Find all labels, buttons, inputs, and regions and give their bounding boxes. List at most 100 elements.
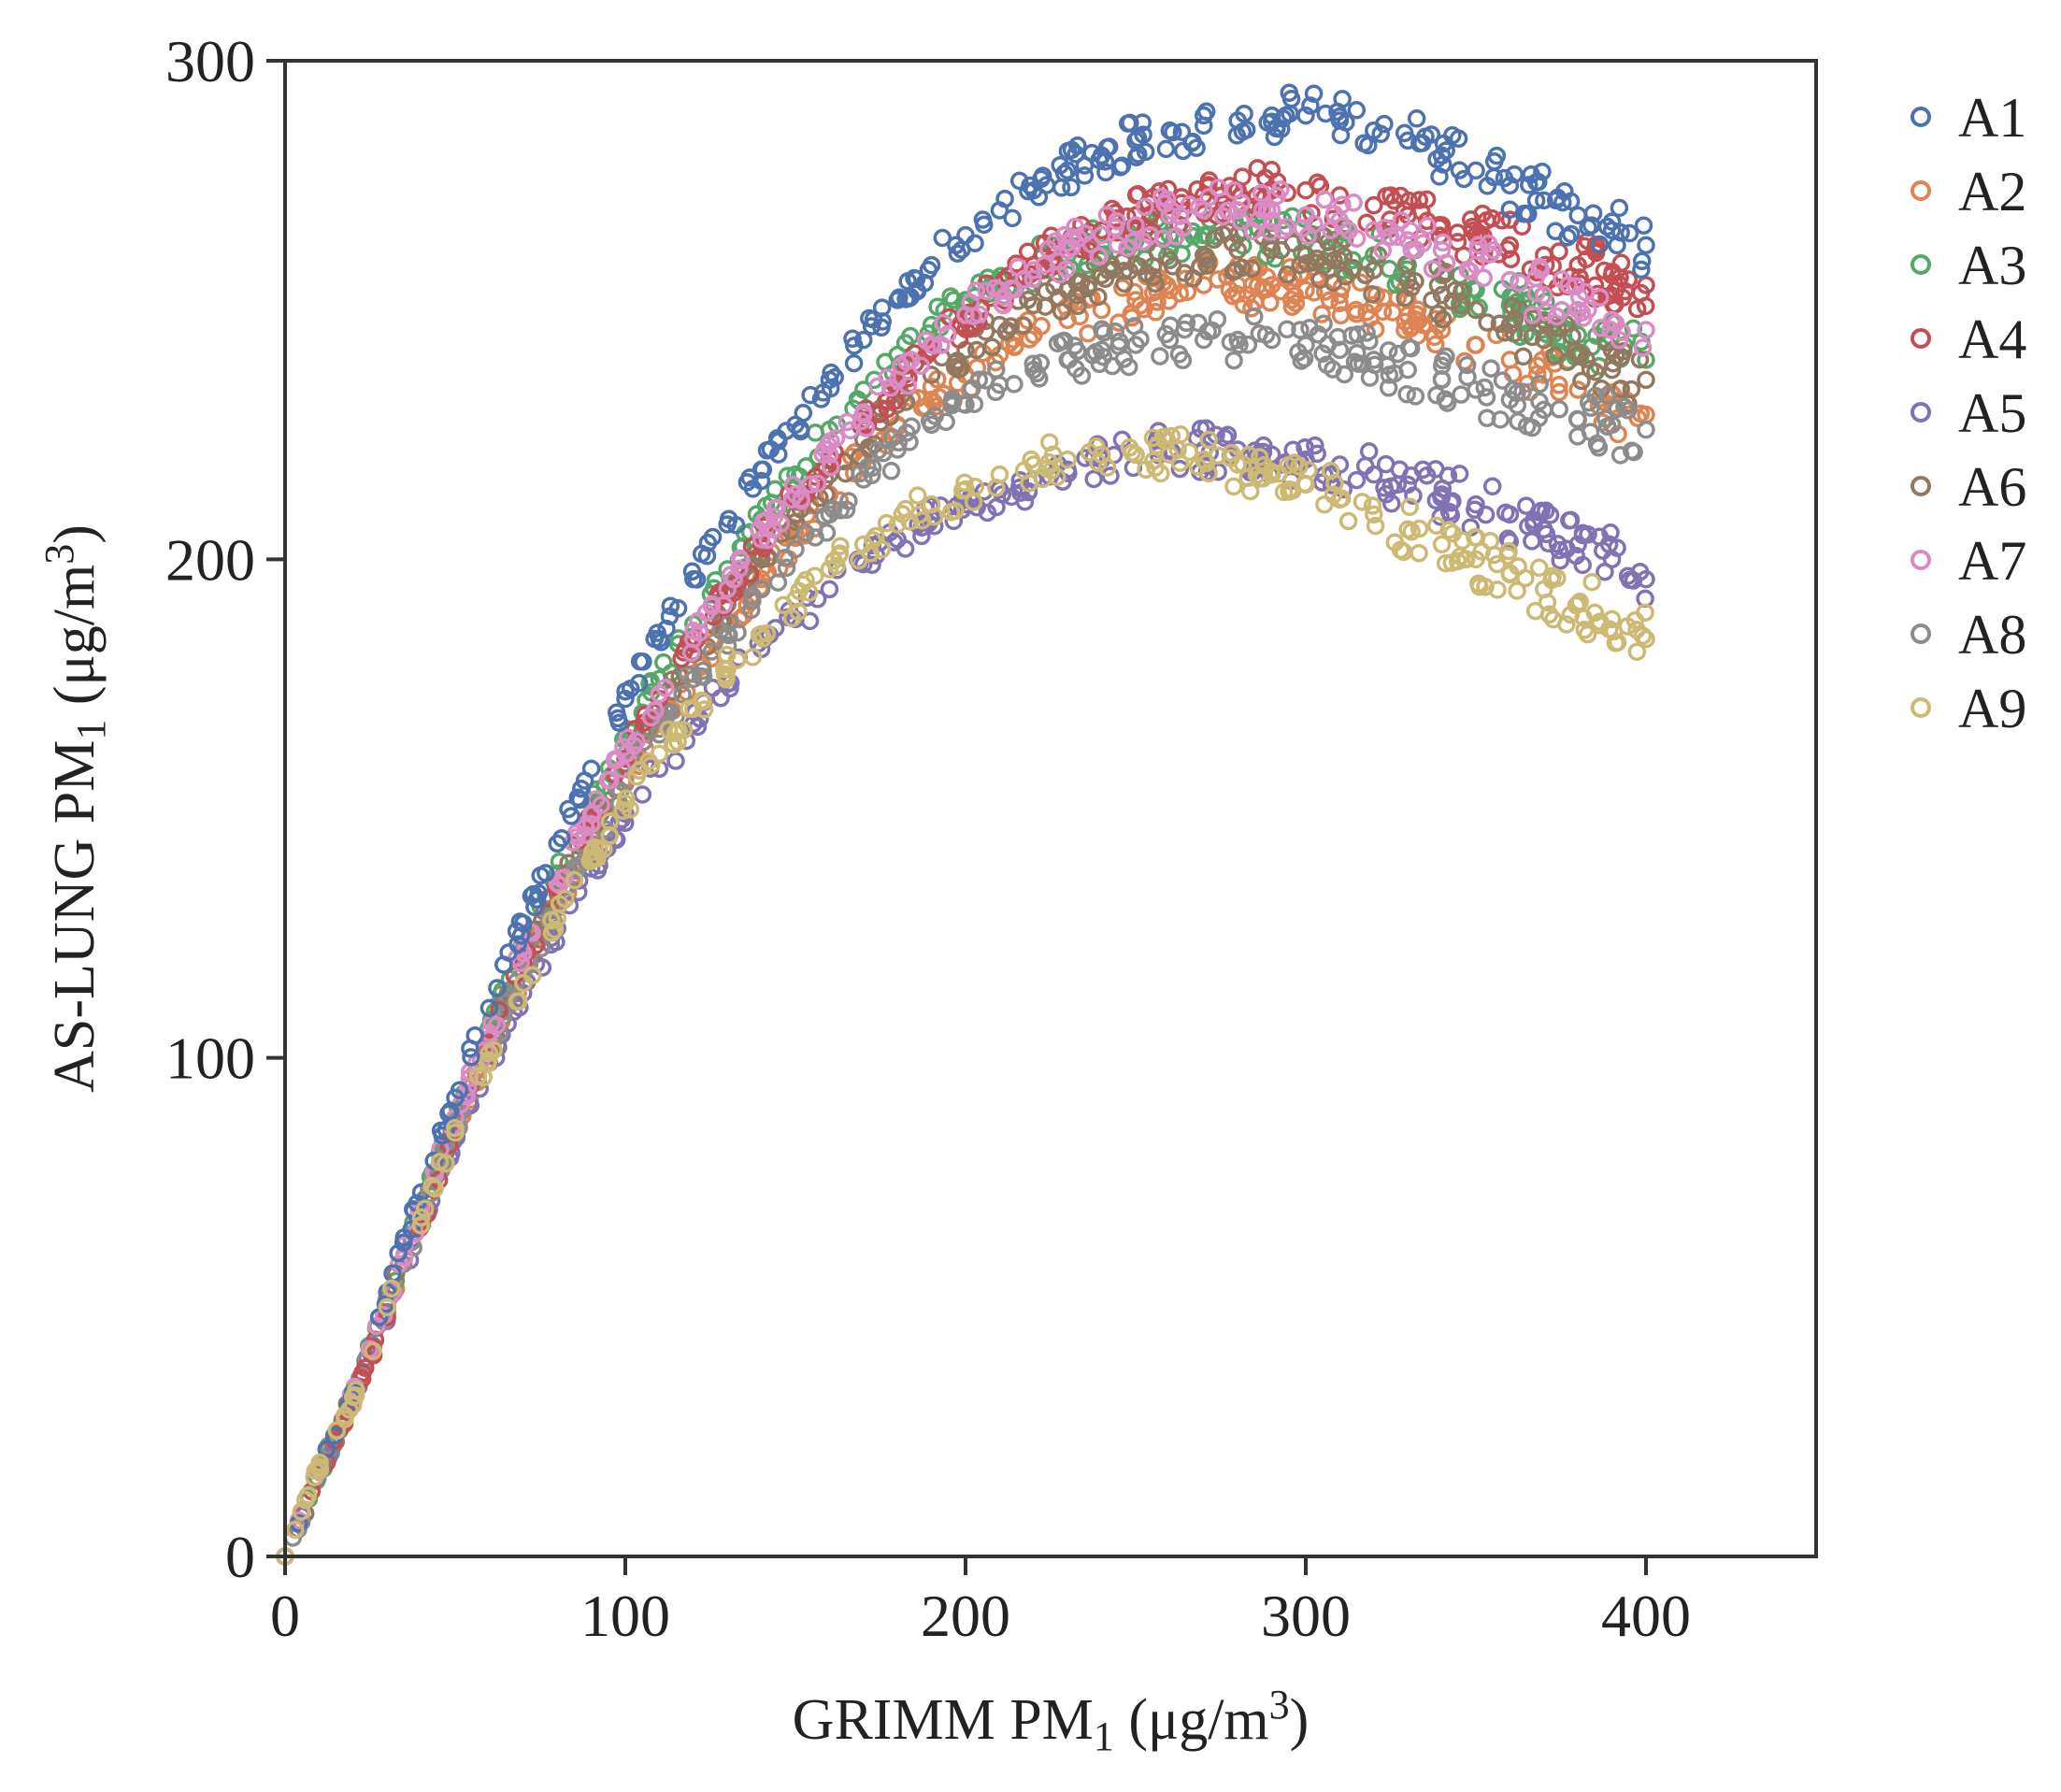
data-point [1595,261,1614,280]
data-point [1537,524,1556,544]
data-point [1458,367,1477,387]
data-point [751,471,771,491]
data-point [1610,446,1630,465]
data-point [1488,581,1507,599]
data-point [1469,298,1488,317]
data-point [1009,258,1027,277]
data-point [565,870,584,890]
data-point [1306,253,1325,272]
data-point [730,549,750,568]
data-point [1019,482,1038,502]
data-point [1156,139,1176,159]
data-point [437,1154,455,1173]
data-point [1477,388,1496,407]
data-point [1292,351,1310,370]
data-point [1630,350,1650,369]
data-point [666,752,685,770]
data-point [1479,234,1498,253]
data-point [1454,169,1473,189]
data-point [1400,221,1420,240]
data-point [1525,601,1545,621]
data-point [327,1421,346,1441]
data-point [607,703,626,723]
data-point [878,399,897,419]
data-point [1123,443,1141,462]
data-point [1572,371,1591,391]
data-point [1542,570,1561,590]
data-point [837,412,857,432]
data-point [1261,222,1280,241]
data-point [902,417,921,437]
data-point [1286,294,1306,313]
data-point [1271,179,1290,199]
data-point [1092,225,1111,245]
data-point [547,933,565,952]
legend-marker [1911,107,1931,127]
data-point [697,546,717,566]
data-point [1591,319,1610,337]
data-point [1170,459,1190,479]
data-point [1570,592,1589,611]
data-point [1089,287,1108,307]
data-point [1523,532,1541,551]
data-point [967,340,986,360]
data-point [1014,316,1033,336]
series-A2 [276,253,1655,1566]
data-point [1069,229,1088,248]
data-point [1131,329,1150,349]
data-point [1103,260,1123,280]
data-point [1457,355,1477,375]
data-point [488,979,507,997]
data-point [674,643,694,662]
data-point [1250,324,1269,343]
data-point [1252,183,1271,203]
data-point [1530,375,1549,394]
data-point [1528,365,1547,383]
data-point [1530,257,1549,277]
data-point [1596,562,1614,581]
data-point [757,441,777,460]
legend-label: A7 [1958,530,2026,592]
data-point [806,423,825,442]
data-point [1095,323,1113,342]
data-point [1634,216,1653,235]
data-point [1224,351,1243,370]
data-point [1320,246,1339,265]
data-point [934,313,952,333]
data-point [912,398,932,417]
data-point [946,501,965,521]
data-point [1315,495,1334,514]
data-point [776,548,794,567]
data-point [1637,321,1655,339]
data-point [1156,324,1176,344]
data-point [1417,466,1437,485]
data-point [862,317,881,336]
data-point [681,643,701,663]
x-axis: 0 100 200 300 400 [270,1556,1691,1649]
data-point [461,1039,479,1058]
data-point [909,486,927,505]
data-point [1313,344,1332,364]
data-point [769,445,788,464]
data-point [1582,398,1600,417]
legend-marker [1911,402,1931,423]
data-point [768,573,788,592]
data-point [1466,500,1484,519]
data-point [1624,319,1643,338]
data-point [1164,122,1182,142]
data-point [856,419,876,437]
data-point [1574,609,1593,627]
data-point [1418,217,1437,236]
data-point [1388,344,1408,364]
data-point [655,679,675,697]
series-A9 [276,425,1655,1566]
data-point [340,1400,359,1419]
data-point [897,351,916,371]
data-point [1357,323,1376,342]
data-point [1481,245,1500,264]
data-point [1517,496,1536,515]
data-point [1227,126,1247,145]
data-point [1568,380,1587,399]
data-point [1636,603,1654,622]
data-point [1249,210,1268,229]
